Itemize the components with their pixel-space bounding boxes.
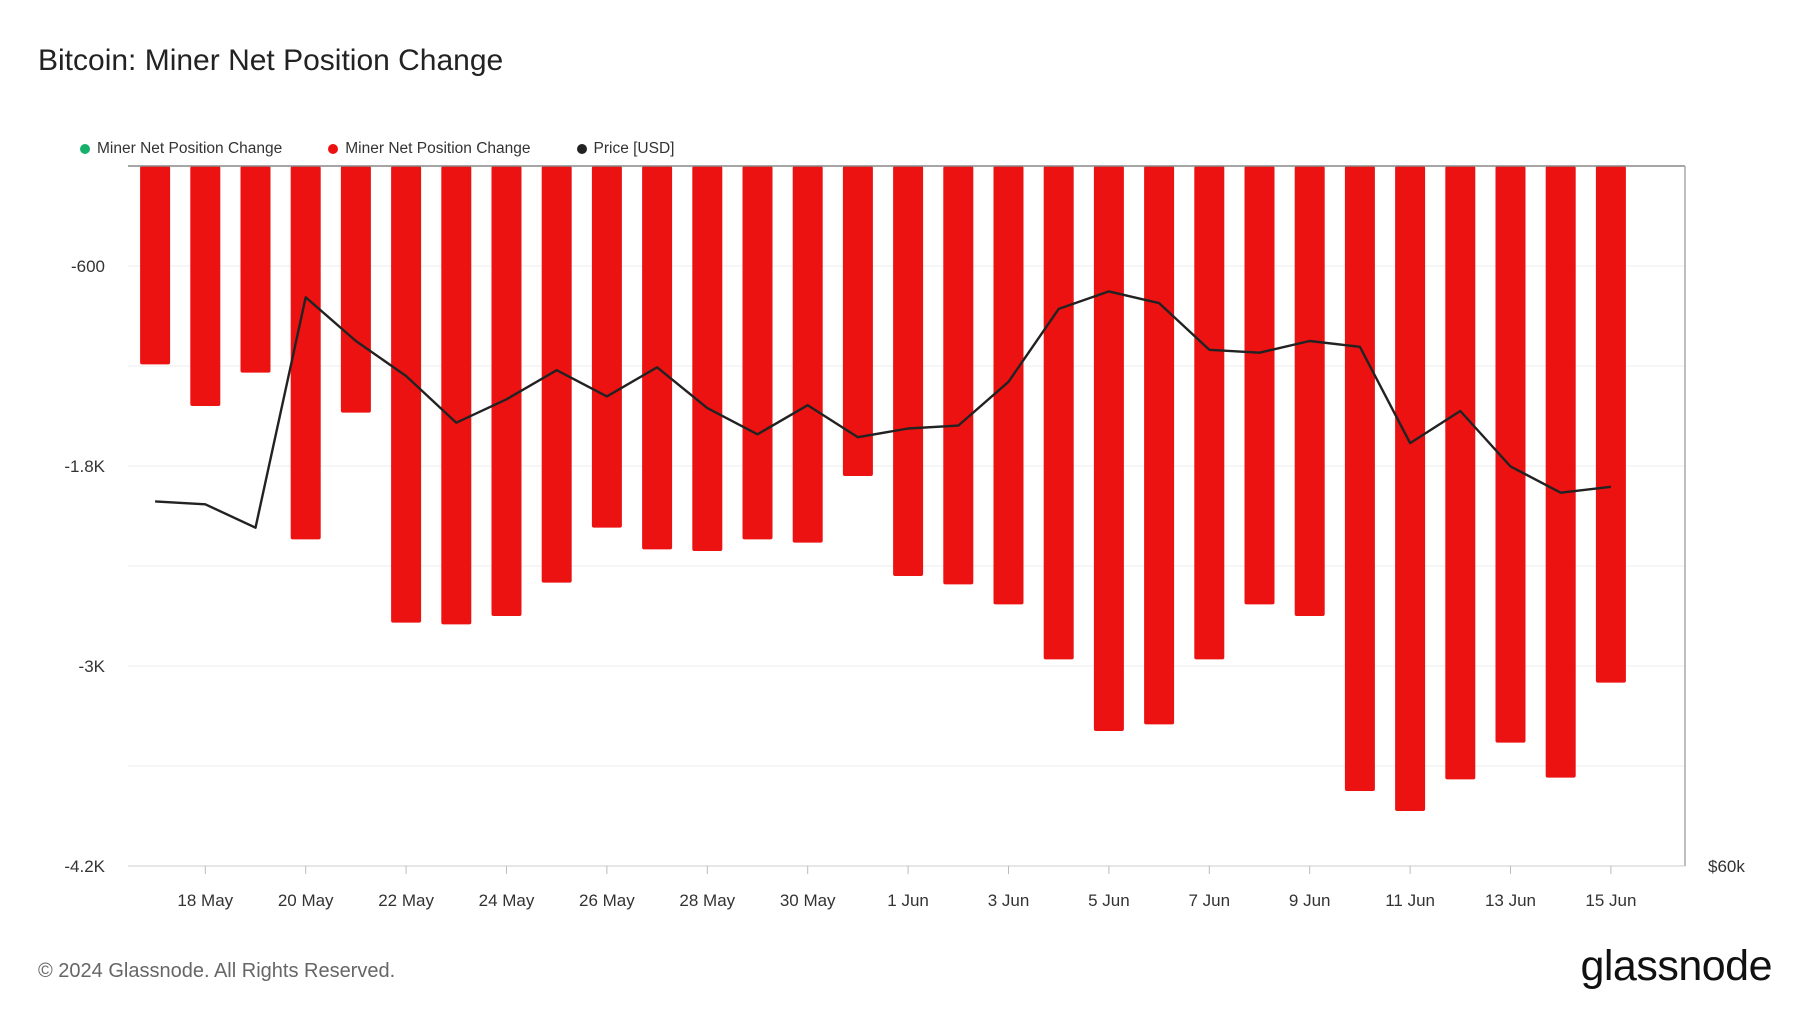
bar-12-jun <box>1445 166 1476 780</box>
legend-item-miner-net-position-green[interactable]: Miner Net Position Change <box>80 140 282 158</box>
legend: Miner Net Position Change Miner Net Posi… <box>80 140 674 158</box>
bar-22-may <box>391 166 422 623</box>
x-axis-labels: 18 May 20 May 22 May 24 May 26 May 28 May 30 M… <box>177 866 1636 910</box>
legend-dot-green-icon <box>80 144 90 154</box>
price-line-series <box>155 290 1612 529</box>
bar-20-may <box>290 166 321 540</box>
bar-24-may <box>491 166 522 616</box>
x-tick-label: 26 May <box>579 891 635 910</box>
bar-13-jun <box>1495 166 1526 743</box>
y-tick-label: -600 <box>71 257 105 276</box>
bar-31-may <box>842 166 873 476</box>
x-tick-label: 13 Jun <box>1485 891 1536 910</box>
bar-10-jun <box>1344 166 1375 791</box>
bar-5-jun <box>1093 166 1124 731</box>
bar-21-may <box>340 166 371 413</box>
bar-1-jun <box>893 166 924 576</box>
y-axis-labels: -600 -1.8K -3K -4.2K $60k <box>64 257 1745 876</box>
glassnode-logo[interactable]: glassnode <box>1580 942 1772 990</box>
bar-2-jun <box>943 166 974 585</box>
axes <box>128 165 1686 867</box>
bar-11-jun <box>1395 166 1426 811</box>
chart-canvas: -600 -1.8K -3K -4.2K $60k 18 May 20 May 22 May… <box>64 165 1745 910</box>
bar-3-jun <box>993 166 1024 605</box>
x-tick-label: 18 May <box>177 891 233 910</box>
bar-23-may <box>441 166 472 625</box>
legend-item-price[interactable]: Price [USD] <box>576 140 675 158</box>
bar-28-may <box>692 166 723 551</box>
legend-label: Miner Net Position Change <box>345 140 531 157</box>
bar-29-may <box>742 166 773 540</box>
x-tick-label: 28 May <box>679 891 735 910</box>
legend-dot-black-icon <box>576 144 587 154</box>
bar-4-jun <box>1043 166 1074 660</box>
legend-label: Price [USD] <box>593 140 675 157</box>
x-tick-label: 20 May <box>278 891 334 910</box>
bar-26-may <box>591 166 622 528</box>
price-line <box>155 290 1612 529</box>
bar-30-may <box>792 166 823 543</box>
bar-18-may <box>190 166 221 406</box>
x-tick-label: 1 Jun <box>887 891 929 910</box>
bar-8-jun <box>1244 166 1275 605</box>
bar-19-may <box>240 166 271 373</box>
legend-label: Miner Net Position Change <box>97 140 283 157</box>
right-axis-label: $60k <box>1708 857 1745 876</box>
bar-17-may <box>140 166 171 365</box>
x-tick-label: 30 May <box>780 891 836 910</box>
x-tick-label: 7 Jun <box>1189 891 1231 910</box>
legend-item-miner-net-position-red[interactable]: Miner Net Position Change <box>328 140 531 158</box>
bar-7-jun <box>1194 166 1225 660</box>
y-tick-label: -3K <box>79 657 106 676</box>
x-tick-label: 5 Jun <box>1088 891 1130 910</box>
x-tick-label: 15 Jun <box>1585 891 1636 910</box>
bar-14-jun <box>1545 166 1576 778</box>
x-tick-label: 9 Jun <box>1289 891 1331 910</box>
copyright-footer: © 2024 Glassnode. All Rights Reserved. <box>38 960 396 982</box>
bar-15-jun <box>1595 166 1626 683</box>
x-tick-label: 11 Jun <box>1385 891 1435 910</box>
x-tick-label: 22 May <box>378 891 434 910</box>
bar-6-jun <box>1144 166 1175 725</box>
bar-series <box>140 166 1626 811</box>
y-tick-label: -4.2K <box>64 857 105 876</box>
chart-title: Bitcoin: Miner Net Position Change <box>38 44 504 77</box>
bar-27-may <box>642 166 673 550</box>
y-tick-label: -1.8K <box>64 457 105 476</box>
bar-9-jun <box>1294 166 1325 616</box>
x-tick-label: 24 May <box>479 891 535 910</box>
x-tick-label: 3 Jun <box>988 891 1030 910</box>
bar-25-may <box>541 166 572 583</box>
legend-dot-red-icon <box>328 144 339 154</box>
